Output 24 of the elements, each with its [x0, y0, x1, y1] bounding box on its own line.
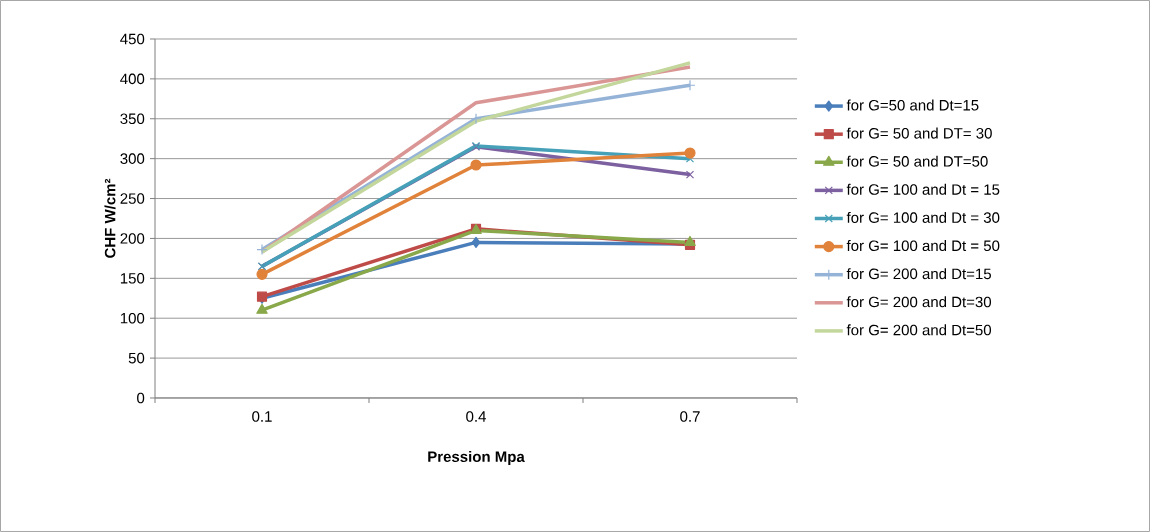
y-tick-label: 200	[120, 233, 145, 244]
legend-label: for G= 50 and DT=50	[846, 155, 988, 167]
y-tick-label: 400	[120, 73, 145, 85]
y-tick-label: 0	[137, 392, 145, 404]
x-tick-label: 0.7	[680, 411, 700, 422]
y-axis-title: CHF W/cm²	[104, 178, 116, 258]
x-tick-label: 0.4	[466, 411, 486, 422]
y-tick-label: 100	[120, 312, 145, 324]
legend-label: for G= 50 and DT= 30	[846, 127, 992, 139]
legend-label: for G= 200 and Dt=50	[846, 324, 992, 336]
y-tick-label: 250	[120, 193, 145, 204]
y-tick-label: 150	[120, 273, 145, 284]
legend-label: for G= 100 and Dt = 50	[846, 240, 1000, 252]
legend-label: for G= 100 and Dt = 30	[846, 211, 1000, 223]
y-tick-label: 450	[120, 33, 145, 45]
legend-label: for G= 100 and Dt = 15	[846, 183, 1000, 195]
x-axis-title: Pression Mpa	[428, 451, 525, 465]
y-tick-label: 300	[120, 153, 145, 164]
x-tick-label: 0.1	[252, 411, 272, 422]
legend-label: for G= 200 and Dt=15	[846, 268, 991, 280]
y-tick-label: 50	[128, 352, 145, 364]
legend-label: for G=50 and Dt=15	[846, 99, 979, 111]
legend-label: for G= 200 and Dt=30	[846, 296, 992, 308]
y-tick-label: 350	[120, 113, 145, 125]
